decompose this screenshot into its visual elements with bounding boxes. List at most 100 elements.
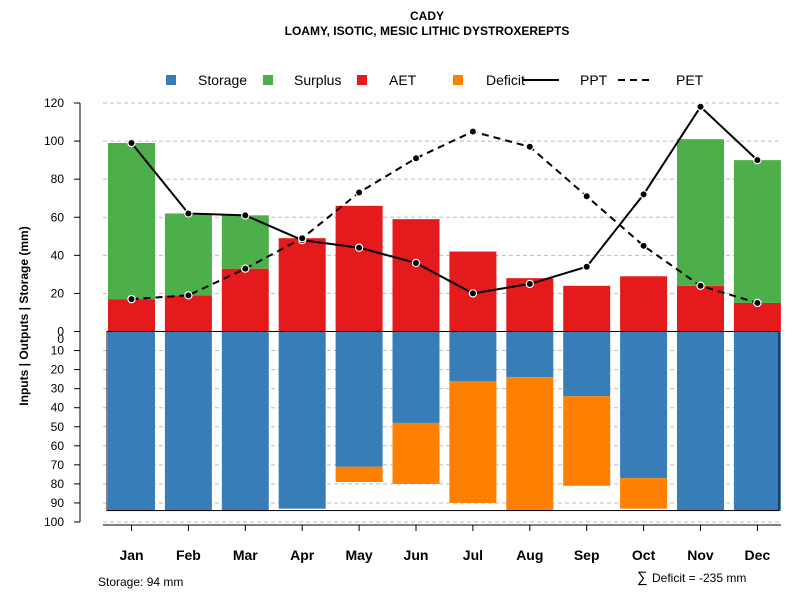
bar-aet-mar xyxy=(221,268,269,332)
y-tick-label: 20 xyxy=(51,286,65,300)
legend-label-pet: PET xyxy=(676,72,704,88)
bar-storage-dec xyxy=(733,331,781,511)
x-tick-label: Sep xyxy=(574,547,600,563)
bar-deficit-may xyxy=(335,466,383,482)
bar-deficit-sep xyxy=(563,396,611,486)
pet-point-oct xyxy=(639,241,648,251)
pet-point-sep xyxy=(582,192,591,201)
pet-line xyxy=(131,130,758,304)
bar-storage-jun xyxy=(392,331,440,423)
deficit-annotation: Deficit = -235 mm xyxy=(652,571,746,585)
bar-surplus-jan xyxy=(108,142,155,300)
y-tick-label: 60 xyxy=(51,210,65,224)
bar-deficit-aug xyxy=(506,377,554,511)
pet-point-aug xyxy=(525,142,535,151)
pet-point-may xyxy=(354,188,364,197)
ppt-point-aug xyxy=(525,279,535,289)
x-tick-label: Aug xyxy=(516,547,543,563)
pet-point-dec xyxy=(753,298,762,308)
ppt-point-mar xyxy=(241,211,250,220)
x-tick-label: Jan xyxy=(119,547,143,563)
bar-aet-jun xyxy=(392,219,440,332)
y-tick-label: 20 xyxy=(51,363,65,377)
bar-aet-nov xyxy=(677,285,724,332)
y-tick-label: 80 xyxy=(51,477,65,491)
y-tick-label: 100 xyxy=(44,134,64,148)
bar-storage-feb xyxy=(164,331,212,511)
bar-surplus-feb xyxy=(164,213,212,296)
y-tick-label: 40 xyxy=(51,401,65,415)
legend-swatch-deficit xyxy=(453,75,463,85)
bar-storage-jan xyxy=(108,331,155,511)
gridlines xyxy=(103,102,781,523)
legend-label-deficit: Deficit xyxy=(486,72,525,88)
legend: Storage Surplus AET Deficit PPT PET xyxy=(166,72,704,88)
ppt-point-sep xyxy=(582,262,591,271)
bar-aet-oct xyxy=(620,276,668,332)
legend-swatch-aet xyxy=(357,75,367,85)
bar-deficit-jul xyxy=(449,381,497,503)
legend-label-storage: Storage xyxy=(198,72,247,88)
ppt-point-jun xyxy=(411,258,421,268)
y-tick-label: 120 xyxy=(44,96,64,110)
x-tick-label: Mar xyxy=(233,547,258,563)
bar-surplus-nov xyxy=(677,139,724,286)
bar-storage-jul xyxy=(449,331,497,382)
bar-aet-dec xyxy=(733,302,781,332)
y-tick-label: 0 xyxy=(57,332,64,346)
bar-storage-aug xyxy=(506,331,554,378)
x-tick-label: Jul xyxy=(463,547,483,563)
bar-aet-apr xyxy=(278,238,326,332)
legend-label-surplus: Surplus xyxy=(294,72,341,88)
bar-storage-mar xyxy=(221,331,269,511)
y-tick-label: 80 xyxy=(51,172,65,186)
ppt-point-jan xyxy=(127,138,136,148)
ppt-point-may xyxy=(354,243,364,252)
y-tick-label: 10 xyxy=(51,344,65,358)
chart-title: CADY xyxy=(410,9,444,23)
y-tick-label: 50 xyxy=(51,420,65,434)
bar-surplus-dec xyxy=(733,160,781,303)
x-tick-label: Oct xyxy=(632,547,656,563)
bar-deficit-jun xyxy=(392,422,440,484)
bar-aet-sep xyxy=(563,285,611,332)
legend-label-ppt: PPT xyxy=(580,72,608,88)
y-tick-label: 100 xyxy=(44,515,64,529)
ppt-line xyxy=(130,105,759,295)
x-tick-label: Dec xyxy=(745,547,771,563)
bar-deficit-oct xyxy=(620,478,668,509)
y-tick-label: 40 xyxy=(51,248,65,262)
pet-point-jul xyxy=(468,127,478,136)
bar-aet-may xyxy=(335,205,383,332)
deficit-sum-symbol: ∑ xyxy=(637,569,648,586)
bar-storage-nov xyxy=(677,331,724,511)
bar-storage-oct xyxy=(620,331,668,479)
y-tick-label: 90 xyxy=(51,496,65,510)
chart-subtitle: LOAMY, ISOTIC, MESIC LITHIC DYSTROXEREPT… xyxy=(285,24,570,38)
bars xyxy=(108,139,781,511)
legend-swatch-surplus xyxy=(263,75,273,85)
x-tick-label: Apr xyxy=(290,547,315,563)
x-tick-label: Jun xyxy=(404,547,429,563)
ppt-point-nov xyxy=(696,102,705,112)
x-tick-label: May xyxy=(345,547,372,563)
bar-aet-feb xyxy=(164,295,212,332)
bar-storage-apr xyxy=(278,331,326,509)
y-tick-label: 0 xyxy=(57,325,64,339)
storage-annotation: Storage: 94 mm xyxy=(98,575,183,589)
y-tick-label: 30 xyxy=(51,382,65,396)
bar-storage-sep xyxy=(563,331,611,397)
y-tick-label: 70 xyxy=(51,458,65,472)
ppt-point-dec xyxy=(753,155,762,165)
pet-point-mar xyxy=(241,264,250,273)
pet-point-jun xyxy=(411,154,421,163)
ppt-point-jul xyxy=(468,289,478,298)
ppt-point-feb xyxy=(184,209,193,218)
pet-point-nov xyxy=(696,281,705,290)
lines xyxy=(127,102,762,308)
x-tick-label: Feb xyxy=(176,547,201,563)
x-tick-label: Nov xyxy=(687,547,714,563)
pet-point-feb xyxy=(184,291,193,300)
bar-storage-may xyxy=(335,331,383,467)
